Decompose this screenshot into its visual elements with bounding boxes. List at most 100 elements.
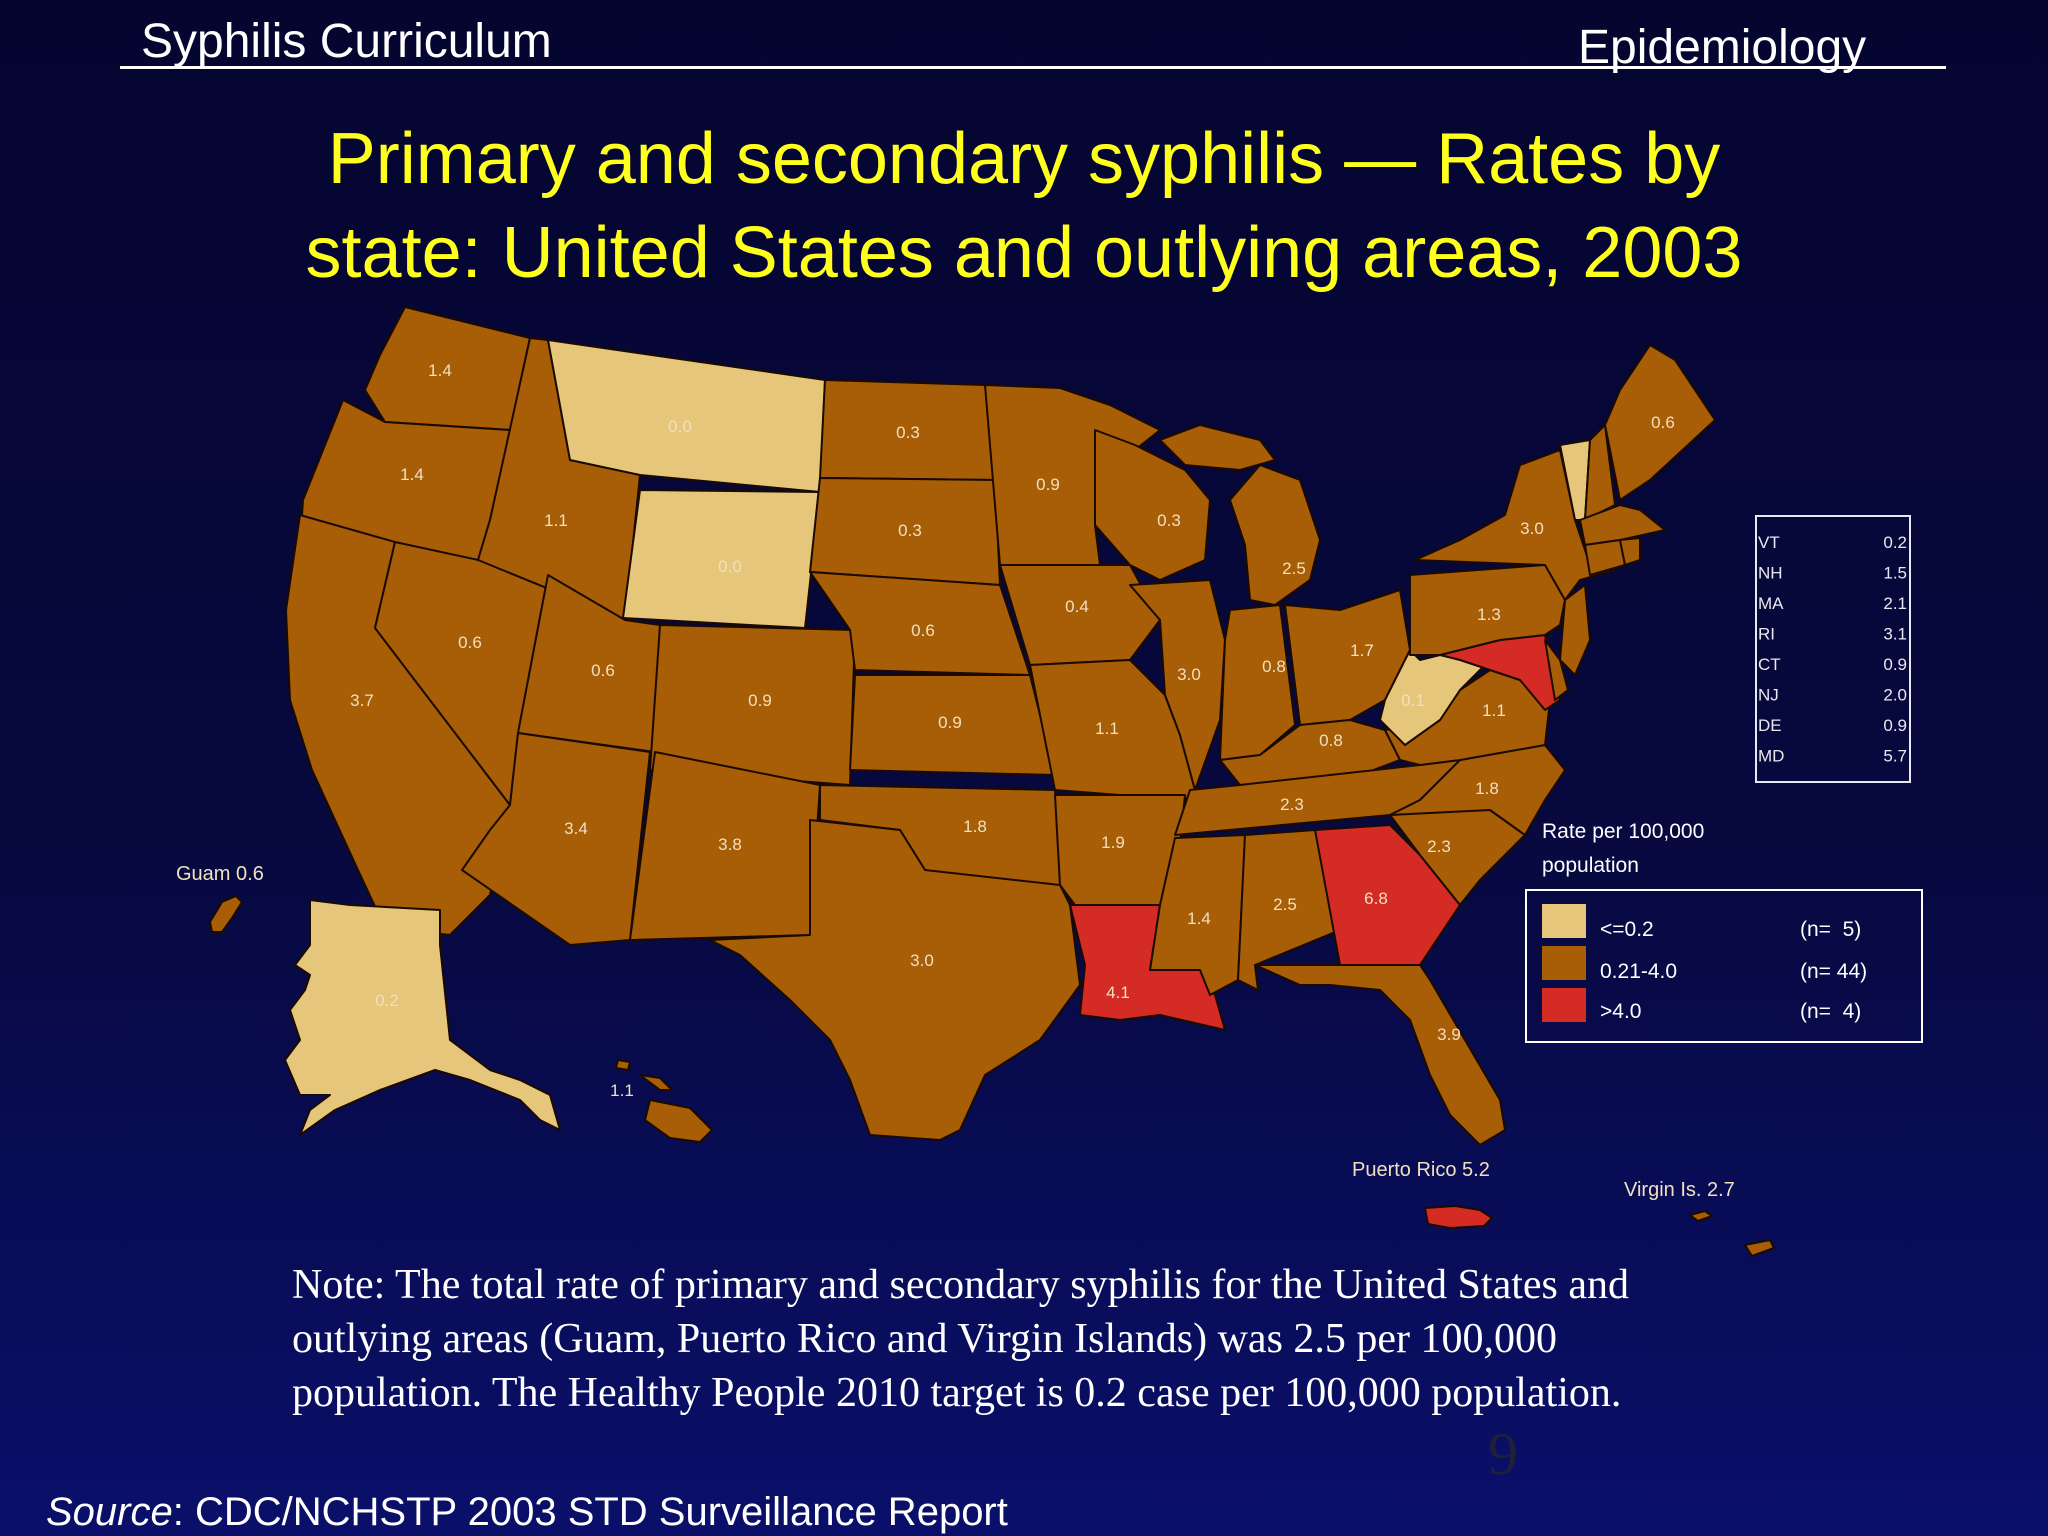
- state-nc: [1389, 744, 1566, 836]
- rate-mo: 1.1: [1095, 719, 1119, 738]
- virgin-islands-label: Virgin Is. 2.7: [1624, 1179, 1735, 1201]
- legend-title-line2: population: [1542, 854, 1639, 877]
- rate-or: 1.4: [400, 465, 424, 484]
- state-me: [1604, 344, 1716, 501]
- state-ri: [1619, 537, 1641, 566]
- legend-swatch-mid: [1542, 946, 1586, 980]
- source-text: : CDC/NCHSTP 2003 STD Surveillance Repor…: [172, 1490, 1008, 1534]
- rate-ks: 0.9: [938, 713, 962, 732]
- slide-title: Primary and secondary syphilis — Rates b…: [100, 112, 1948, 300]
- state-az: [461, 732, 651, 946]
- legend-range-mid: 0.21-4.0: [1600, 960, 1677, 983]
- small-state-abbr: MD: [1758, 747, 1784, 766]
- rate-ar: 1.9: [1101, 833, 1125, 852]
- title-line-1: Primary and secondary syphilis — Rates b…: [327, 119, 1721, 199]
- rate-va: 1.1: [1482, 701, 1506, 720]
- state-ne: [809, 571, 1031, 676]
- legend: Rate per 100,000 population <=0.2 0.21-4…: [1525, 820, 1923, 1043]
- guam-label: Guam 0.6: [176, 863, 264, 885]
- rate-mn: 0.9: [1036, 475, 1060, 494]
- small-state-rate: 2.0: [1883, 686, 1907, 705]
- rate-mi: 2.5: [1282, 559, 1306, 578]
- rate-ny: 3.0: [1520, 519, 1544, 538]
- small-state-rate: 1.5: [1883, 564, 1907, 583]
- rate-id: 1.1: [544, 511, 568, 530]
- small-state-abbr: NH: [1758, 564, 1783, 583]
- rate-tx: 3.0: [910, 951, 934, 970]
- rate-co: 0.9: [748, 691, 772, 710]
- rate-wi: 0.3: [1157, 511, 1181, 530]
- legend-count-mid: (n= 44): [1800, 960, 1867, 983]
- small-state-abbr: DE: [1758, 716, 1782, 735]
- rate-me: 0.6: [1651, 413, 1675, 432]
- rate-la: 4.1: [1106, 983, 1130, 1002]
- header-left: Syphilis Curriculum: [141, 15, 552, 68]
- page-number: 9: [1488, 1421, 1518, 1487]
- state-mt: [547, 339, 826, 493]
- rate-wa: 1.4: [428, 361, 452, 380]
- state-fl: [1254, 964, 1506, 1146]
- legend-frame: [1525, 889, 1923, 1043]
- rate-ga: 6.8: [1364, 889, 1388, 908]
- legend-count-high: (n= 4): [1800, 1000, 1861, 1023]
- state-wi: [1094, 429, 1211, 581]
- rate-ky: 0.8: [1319, 731, 1343, 750]
- state-tx: [709, 819, 1081, 1141]
- rate-sd: 0.3: [898, 521, 922, 540]
- header-rule: [120, 66, 1946, 69]
- puerto-rico-label: Puerto Rico 5.2: [1352, 1159, 1490, 1181]
- small-state-rate: 3.1: [1883, 625, 1907, 644]
- rate-ok: 1.8: [963, 817, 987, 836]
- state-ia: [999, 564, 1161, 666]
- state-ak: [284, 899, 561, 1136]
- small-state-abbr: MA: [1758, 594, 1784, 613]
- rate-in: 0.8: [1262, 657, 1286, 676]
- rate-mt: 0.0: [668, 417, 692, 436]
- state-hi: [615, 1059, 713, 1143]
- rate-ne: 0.6: [911, 621, 935, 640]
- header-right: Epidemiology: [1578, 21, 1867, 74]
- source-label: Source: [46, 1490, 173, 1534]
- small-state-rate: 2.1: [1883, 594, 1907, 613]
- state-ny: [1414, 449, 1616, 601]
- rate-wv: 0.1: [1401, 691, 1425, 710]
- rate-tn: 2.3: [1280, 795, 1304, 814]
- state-nj: [1559, 584, 1591, 676]
- footnote: Note: The total rate of primary and seco…: [292, 1262, 1630, 1416]
- small-state-abbr: CT: [1758, 655, 1781, 674]
- small-state-rate: 0.9: [1883, 655, 1907, 674]
- rate-ia: 0.4: [1065, 597, 1089, 616]
- legend-swatch-low: [1542, 904, 1586, 938]
- state-mi: [1229, 464, 1321, 606]
- legend-swatch-high: [1542, 988, 1586, 1022]
- rate-ms: 1.4: [1187, 909, 1211, 928]
- rate-sc: 2.3: [1427, 837, 1451, 856]
- legend-title-line1: Rate per 100,000: [1542, 820, 1704, 843]
- territory-puerto-rico: [1424, 1205, 1493, 1229]
- territory-guam: [209, 895, 243, 933]
- state-mi-up: [1159, 424, 1276, 471]
- rate-hi: 1.1: [610, 1081, 634, 1100]
- rate-nc: 1.8: [1475, 779, 1499, 798]
- rate-pa: 1.3: [1477, 605, 1501, 624]
- rate-nd: 0.3: [896, 423, 920, 442]
- state-ct: [1584, 539, 1626, 576]
- source-line: Source: CDC/NCHSTP 2003 STD Surveillance…: [46, 1490, 1008, 1535]
- state-de: [1544, 639, 1569, 701]
- territory-virgin-islands: [1689, 1210, 1775, 1257]
- rate-ca: 3.7: [350, 691, 374, 710]
- small-state-rate: 0.2: [1883, 533, 1907, 552]
- state-nh: [1584, 424, 1616, 521]
- rate-wy: 0.0: [718, 557, 742, 576]
- rate-az: 3.4: [564, 819, 588, 838]
- rate-nv: 0.6: [458, 633, 482, 652]
- small-state-rate: 0.9: [1883, 716, 1907, 735]
- small-state-abbr: VT: [1758, 533, 1780, 552]
- legend-range-low: <=0.2: [1600, 918, 1654, 941]
- rate-nm: 3.8: [718, 835, 742, 854]
- small-states-box: VT 0.2 NH 1.5 MA 2.1 RI 3.1 CT 0.9 NJ 2.0 DE 0.9 MD 5.7: [1755, 515, 1911, 783]
- legend-range-high: >4.0: [1600, 1000, 1641, 1023]
- small-state-rate: 5.7: [1883, 747, 1907, 766]
- state-rate-labels: 1.4 1.4 3.7 0.6 1.1 0.0 0.0 0.6 0.9 3.4 …: [350, 361, 1675, 1100]
